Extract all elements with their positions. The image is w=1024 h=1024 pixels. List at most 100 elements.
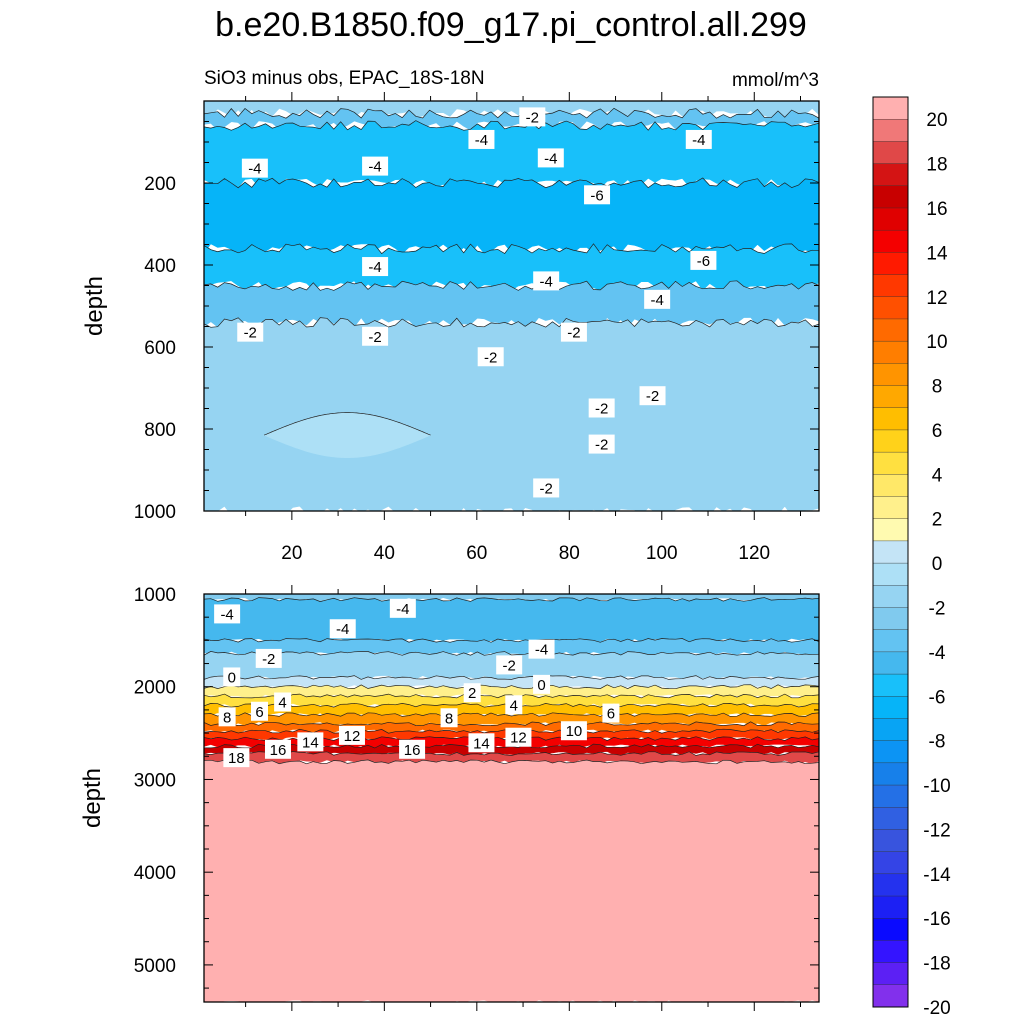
lower-contour-band xyxy=(204,759,819,1002)
lower-contour-label: -4 xyxy=(389,598,416,618)
contour-label-text: -2 xyxy=(540,480,553,497)
contour-label-box xyxy=(528,639,555,659)
colorbar-swatch xyxy=(872,607,909,631)
contour-label-box xyxy=(218,707,236,727)
upper-contour-label: -4 xyxy=(362,257,389,277)
colorbar-swatch xyxy=(872,163,909,187)
upper-x-tick-label: 100 xyxy=(646,543,678,564)
contour-label-box xyxy=(264,739,291,759)
colorbar-swatch xyxy=(872,762,909,786)
colorbar-tick-label: -12 xyxy=(923,820,950,841)
contour-label-text: -6 xyxy=(697,253,710,270)
upper-y-tick-label: 600 xyxy=(144,338,176,359)
contour-label-text: -2 xyxy=(567,325,580,342)
colorbar: 20181614121086420-2-4-6-8-10-12-14-16-18… xyxy=(872,96,951,1019)
lower-contour-line xyxy=(204,684,819,690)
colorbar-tick-label: -8 xyxy=(929,732,946,753)
colorbar-swatch xyxy=(872,984,909,1008)
upper-contour-line xyxy=(204,120,819,131)
lower-contour-lines xyxy=(204,597,819,765)
contour-label-box xyxy=(533,674,551,694)
colorbar-tick-label: 0 xyxy=(932,554,943,575)
contour-label-box xyxy=(496,655,523,675)
contour-label-text: -4 xyxy=(220,606,233,623)
contour-label-box xyxy=(389,598,416,618)
contour-label-text: -6 xyxy=(590,187,603,204)
colorbar-tick-label: 10 xyxy=(926,332,947,353)
lower-contour-label: -2 xyxy=(496,655,523,675)
lower-contour-line xyxy=(204,675,819,680)
contour-label-box xyxy=(690,250,717,270)
colorbar-swatch xyxy=(872,696,909,719)
colorbar-tick-label: 8 xyxy=(932,377,943,398)
subtitle-units: mmol/m^3 xyxy=(732,70,819,91)
lower-contour-label: 14 xyxy=(468,733,495,753)
lower-contour-label: 12 xyxy=(505,727,532,747)
colorbar-swatch xyxy=(872,873,909,897)
contour-label-text: -2 xyxy=(368,329,381,346)
colorbar-swatch xyxy=(872,918,909,941)
lower-contour-label: 8 xyxy=(440,708,458,728)
lower-contour-label: 18 xyxy=(223,748,250,768)
contour-label-box xyxy=(399,739,426,759)
contour-label-box xyxy=(362,156,389,176)
upper-contour-label: -6 xyxy=(584,185,611,205)
colorbar-swatch xyxy=(872,118,909,142)
contour-label-text: -2 xyxy=(503,657,516,674)
lower-contour-label: 16 xyxy=(399,739,426,759)
contour-label-box xyxy=(329,619,356,639)
lower-y-axis-label: depth xyxy=(79,768,106,828)
contour-label-box xyxy=(223,667,241,687)
contour-label-text: 8 xyxy=(223,709,231,726)
contour-label-text: -2 xyxy=(646,388,659,405)
lower-contour-label: -4 xyxy=(214,604,241,624)
contour-label-box xyxy=(241,158,268,178)
upper-y-tick-label: 1000 xyxy=(134,502,176,523)
colorbar-swatch xyxy=(872,807,909,830)
lower-contour-label: 0 xyxy=(223,667,241,687)
colorbar-swatch xyxy=(872,540,909,564)
contour-label-box xyxy=(297,732,324,752)
colorbar-swatch xyxy=(872,207,909,231)
contour-label-box xyxy=(250,701,268,721)
contour-label-text: 16 xyxy=(270,742,287,759)
colorbar-swatch xyxy=(872,96,909,120)
lower-y-tick-label: 3000 xyxy=(134,770,176,791)
colorbar-swatch xyxy=(872,451,909,475)
contour-label-text: -2 xyxy=(484,349,497,366)
contour-label-text: -4 xyxy=(248,161,261,178)
upper-contour-line xyxy=(204,243,819,255)
upper-y-tick-label: 800 xyxy=(144,420,176,441)
contour-label-text: -2 xyxy=(595,437,608,454)
colorbar-swatch xyxy=(872,274,909,298)
upper-contour-line xyxy=(263,412,431,436)
upper-contour-label: -2 xyxy=(519,107,546,127)
colorbar-tick-label: -14 xyxy=(923,865,951,886)
lower-contour-label: -4 xyxy=(528,639,555,659)
lower-contour-line xyxy=(204,712,819,717)
lower-contour-label: 6 xyxy=(602,703,620,723)
contour-label-box xyxy=(588,398,615,418)
contour-label-box xyxy=(468,733,495,753)
colorbar-swatch xyxy=(872,385,909,409)
lower-contour-line xyxy=(204,597,819,602)
upper-contour-label: -2 xyxy=(639,386,666,406)
contour-label-box xyxy=(685,129,712,149)
colorbar-swatch xyxy=(872,363,909,387)
contour-label-text: 18 xyxy=(228,750,245,767)
lower-contour-band xyxy=(204,597,819,643)
upper-contour-band xyxy=(204,243,819,291)
contour-label-text: 6 xyxy=(255,704,263,721)
contour-label-box xyxy=(237,322,264,342)
colorbar-swatch xyxy=(872,851,909,875)
colorbar-tick-label: -6 xyxy=(929,687,946,708)
contour-label-box xyxy=(639,386,666,406)
colorbar-swatch xyxy=(872,829,909,853)
contour-label-text: -4 xyxy=(692,132,705,149)
upper-contour-label: -4 xyxy=(685,129,712,149)
upper-contour-label: -2 xyxy=(588,398,615,418)
contour-label-text: 2 xyxy=(468,685,476,702)
lower-contour-line xyxy=(204,638,819,643)
upper-y-tick-label: 200 xyxy=(144,174,176,195)
